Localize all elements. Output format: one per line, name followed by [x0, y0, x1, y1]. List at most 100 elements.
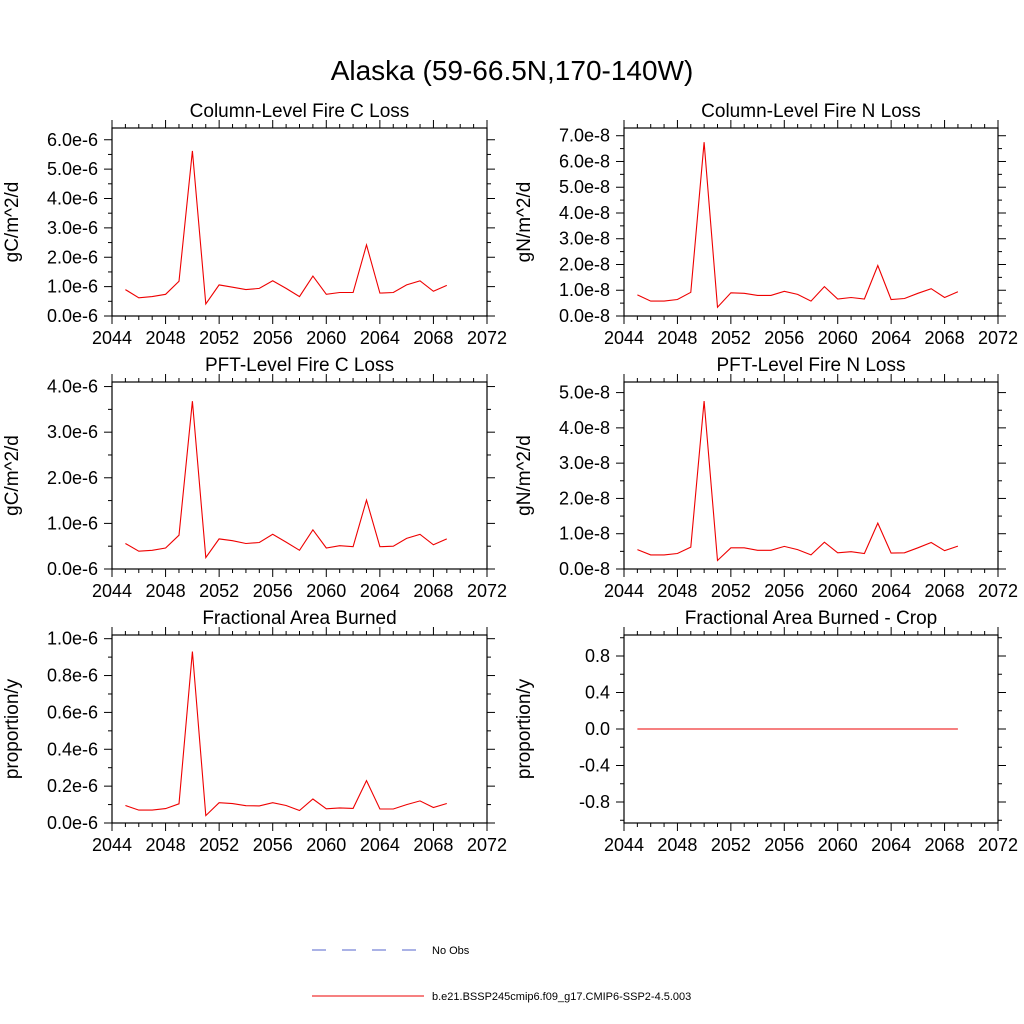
y-tick-label: 1.0e-6 [47, 513, 98, 533]
x-tick-label: 2044 [604, 581, 644, 601]
y-tick-label: 0.2e-6 [47, 776, 98, 796]
x-tick-label: 2052 [711, 581, 751, 601]
x-tick-label: 2052 [199, 581, 239, 601]
y-tick-label: 5.0e-8 [559, 177, 610, 197]
series-line-1 [637, 142, 959, 309]
y-tick-label: 0.4e-6 [47, 739, 98, 759]
x-tick-label: 2064 [360, 328, 400, 348]
x-tick-label: 2056 [764, 581, 804, 601]
x-tick-label: 2064 [360, 835, 400, 855]
x-tick-label: 2044 [92, 328, 132, 348]
x-tick-label: 2044 [604, 328, 644, 348]
x-tick-label: 2044 [604, 835, 644, 855]
y-tick-label: 3.0e-6 [47, 218, 98, 238]
y-tick-label: 1.0e-8 [559, 280, 610, 300]
y-tick-label: 0.0 [585, 719, 610, 739]
plot-frame [623, 381, 999, 570]
x-tick-label: 2052 [199, 835, 239, 855]
series-line-1 [125, 651, 447, 817]
x-tick-label: 2060 [306, 581, 346, 601]
x-tick-label: 2068 [925, 581, 965, 601]
y-tick-label: 1.0e-8 [559, 524, 610, 544]
chart-panel-5: Fractional Area Burned 2044 2048 2052 2056 20… [2, 608, 507, 855]
y-tick-label: 6.0e-6 [47, 130, 98, 150]
x-tick-label: 2060 [306, 328, 346, 348]
y-tick-label: -0.4 [579, 756, 610, 776]
legend: No Obs b.e21.BSSP245cmip6.f09_g17.CMIP6-S… [312, 945, 691, 1003]
y-tick-label: 0.0e-6 [47, 306, 98, 326]
x-tick-label: 2056 [764, 835, 804, 855]
y-tick-label: 3.0e-8 [559, 453, 610, 473]
plot-frame [111, 381, 488, 570]
y-tick-label: 3.0e-6 [47, 422, 98, 442]
y-tick-label: 2.0e-6 [47, 247, 98, 267]
y-tick-label: 0.0e-8 [559, 306, 610, 326]
y-tick-label: 0.8e-6 [47, 666, 98, 686]
x-tick-label: 2064 [360, 581, 400, 601]
y-axis-label: proportion/y [514, 678, 535, 779]
y-tick-label: 0.0e-8 [559, 559, 610, 579]
x-tick-label: 2048 [146, 581, 186, 601]
y-tick-label: 0.0e-6 [47, 559, 98, 579]
x-tick-label: 2068 [413, 581, 453, 601]
y-axis-label: proportion/y [2, 678, 23, 779]
panel-title: PFT-Level Fire N Loss [717, 355, 906, 376]
x-tick-label: 2056 [253, 835, 293, 855]
x-tick-label: 2064 [871, 835, 911, 855]
y-tick-label: 2.0e-8 [559, 254, 610, 274]
y-tick-label: 4.0e-6 [47, 189, 98, 209]
panel-title: Column-Level Fire N Loss [701, 101, 921, 122]
y-tick-label: -0.8 [579, 792, 610, 812]
y-tick-label: 1.0e-6 [47, 629, 98, 649]
x-tick-label: 2052 [711, 835, 751, 855]
y-tick-label: 5.0e-6 [47, 159, 98, 179]
x-tick-label: 2048 [657, 835, 697, 855]
y-tick-label: 2.0e-8 [559, 488, 610, 508]
panel-title: PFT-Level Fire C Loss [205, 355, 394, 376]
x-tick-label: 2052 [199, 328, 239, 348]
series-line-1 [125, 401, 448, 560]
y-tick-label: 4.0e-8 [559, 418, 610, 438]
x-tick-label: 2044 [92, 581, 132, 601]
x-tick-label: 2056 [253, 581, 293, 601]
y-tick-label: 4.0e-8 [559, 203, 610, 223]
x-tick-label: 2064 [871, 328, 911, 348]
chart-panel-6: Fractional Area Burned - Crop 2044 2048 205… [514, 608, 1018, 855]
plot-frame [623, 127, 999, 317]
chart-panel-4: PFT-Level Fire N Loss 2044 2048 2052 2056 206… [514, 355, 1018, 601]
panels: Column-Level Fire C Loss 2044 2048 2052 2056… [2, 101, 1018, 855]
y-tick-label: 4.0e-6 [47, 377, 98, 397]
x-tick-label: 2068 [413, 328, 453, 348]
main-title: Alaska (59-66.5N,170-140W) [331, 55, 694, 86]
y-tick-label: 6.0e-8 [559, 151, 610, 171]
x-tick-label: 2060 [818, 328, 858, 348]
x-tick-label: 2072 [467, 835, 507, 855]
x-tick-label: 2068 [925, 835, 965, 855]
x-tick-label: 2072 [467, 328, 507, 348]
x-tick-label: 2072 [978, 581, 1018, 601]
x-tick-label: 2048 [657, 328, 697, 348]
x-tick-label: 2048 [146, 328, 186, 348]
y-tick-label: 0.8 [585, 646, 610, 666]
x-tick-label: 2060 [818, 835, 858, 855]
x-tick-label: 2072 [467, 581, 507, 601]
x-tick-label: 2072 [978, 328, 1018, 348]
y-tick-label: 5.0e-8 [559, 383, 610, 403]
y-axis-label: gN/m^2/d [514, 435, 535, 516]
x-tick-label: 2060 [818, 581, 858, 601]
y-axis-label: gN/m^2/d [514, 182, 535, 263]
x-tick-label: 2044 [92, 835, 132, 855]
y-tick-label: 0.4 [585, 682, 610, 702]
x-tick-label: 2064 [871, 581, 911, 601]
panel-title: Fractional Area Burned - Crop [685, 608, 937, 629]
x-tick-label: 2060 [306, 835, 346, 855]
y-tick-label: 0.0e-6 [47, 813, 98, 833]
chart-panel-1: Column-Level Fire C Loss 2044 2048 2052 2056… [2, 101, 507, 348]
series-line-1 [637, 401, 959, 562]
legend-label-2: b.e21.BSSP245cmip6.f09_g17.CMIP6-SSP2-4.… [432, 991, 691, 1003]
y-axis-label: gC/m^2/d [2, 182, 23, 263]
y-tick-label: 1.0e-6 [47, 277, 98, 297]
y-tick-label: 0.6e-6 [47, 702, 98, 722]
x-tick-label: 2068 [413, 835, 453, 855]
